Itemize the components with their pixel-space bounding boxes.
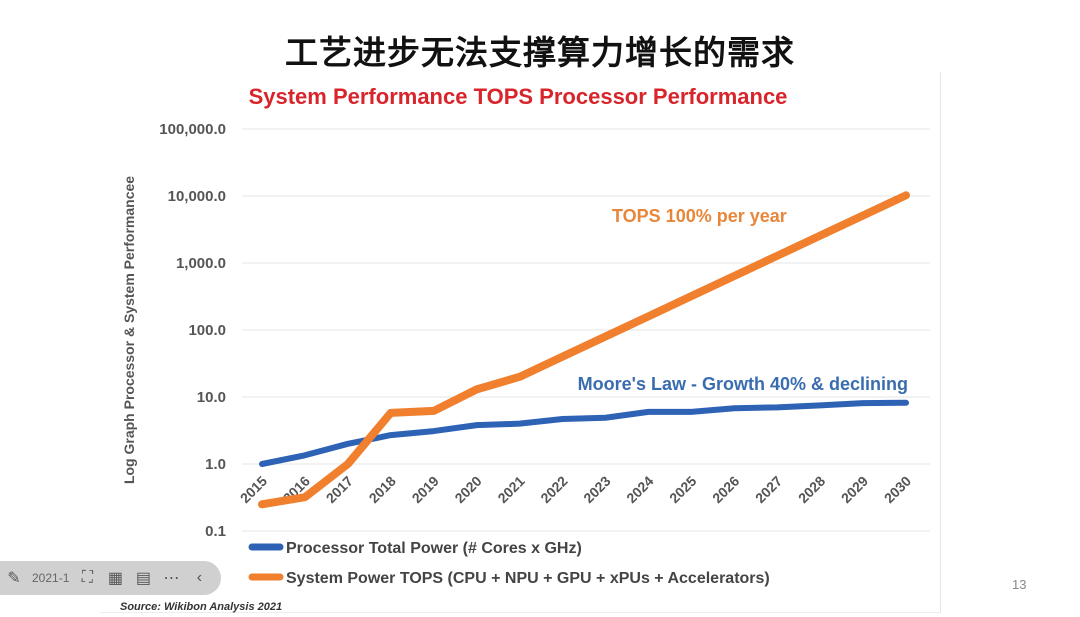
y-tick-label: 100.0	[188, 322, 226, 339]
x-tick-label: 2019	[409, 473, 442, 506]
chevron-left-icon[interactable]: ‹	[196, 569, 203, 586]
presentation-toolbar: ✎ 2021-1 ⛶ ▦ ▤ ⋯ ‹	[0, 561, 222, 595]
x-tick-label: 2028	[795, 473, 828, 506]
chart-title: System Performance TOPS Processor Perfor…	[249, 84, 788, 109]
y-tick-label: 0.1	[205, 523, 226, 540]
legend-label: Processor Total Power (# Cores x GHz)	[286, 540, 582, 557]
legend-label: System Power TOPS (CPU + NPU + GPU + xPU…	[286, 570, 770, 587]
x-tick-label: 2026	[709, 473, 742, 506]
x-tick-label: 2018	[366, 473, 399, 506]
screenshot-icon[interactable]: ⛶	[81, 569, 93, 586]
y-tick-label: 10,000.0	[168, 188, 226, 205]
page-number: 13	[1012, 577, 1027, 592]
x-tick-label: 2020	[451, 473, 484, 506]
film-icon[interactable]: ▦	[107, 570, 123, 587]
comment-icon[interactable]: ▤	[135, 570, 151, 587]
y-tick-label: 10.0	[197, 389, 226, 406]
annotation-tops: TOPS 100% per year	[612, 206, 787, 226]
slide-title: 工艺进步无法支撑算力增长的需求	[285, 33, 795, 72]
x-tick-label: 2027	[752, 473, 785, 506]
y-axis-label: Log Graph Processor & System Performance…	[121, 176, 137, 484]
y-tick-label: 1,000.0	[176, 255, 226, 272]
more-icon[interactable]: ⋯	[163, 570, 180, 587]
x-tick-label: 2021	[494, 473, 527, 506]
annotation-moores-law: Moore's Law - Growth 40% & declining	[578, 374, 908, 394]
pen-icon[interactable]: ✎	[7, 570, 21, 587]
chart-frame	[100, 72, 941, 613]
x-tick-label: 2024	[623, 473, 656, 506]
series-line-tops	[258, 191, 910, 509]
x-tick-label: 2029	[838, 473, 871, 506]
x-tick-label: 2025	[666, 473, 699, 506]
date-text: 2021-1	[32, 571, 70, 585]
y-tick-label: 1.0	[205, 456, 226, 473]
source-note: Source: Wikibon Analysis 2021	[120, 601, 282, 613]
y-tick-label: 100,000.0	[159, 121, 226, 138]
x-tick-label: 2023	[580, 473, 613, 506]
x-tick-label: 2030	[881, 473, 914, 506]
x-tick-label: 2022	[537, 473, 570, 506]
